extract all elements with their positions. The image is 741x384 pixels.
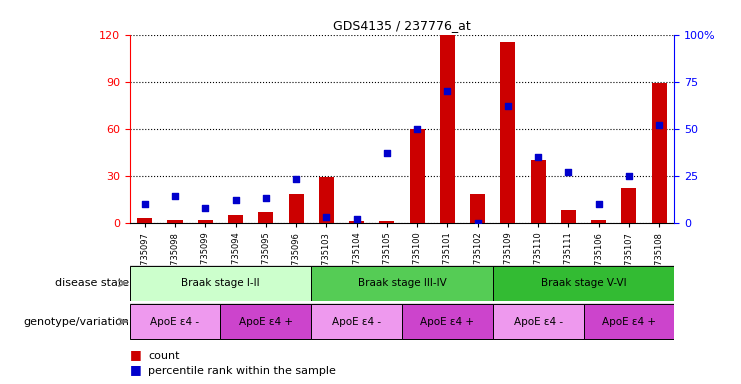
Text: ApoE ε4 +: ApoE ε4 + [602,316,656,327]
Bar [311,266,493,301]
Bar [319,177,334,223]
Bar [288,195,304,223]
Bar [311,304,402,339]
Text: ApoE ε4 -: ApoE ε4 - [332,316,381,327]
Text: ■: ■ [130,363,145,376]
Text: ApoE ε4 -: ApoE ε4 - [514,316,562,327]
Bar [470,195,485,223]
Point [654,122,665,128]
Bar [349,221,364,223]
Bar [137,218,153,223]
Point [593,201,605,207]
Bar [493,266,674,301]
Bar [167,220,182,223]
Bar [493,304,584,339]
Text: Braak stage III-IV: Braak stage III-IV [358,278,446,288]
Bar [622,188,637,223]
Point [623,173,635,179]
Text: disease state: disease state [55,278,129,288]
Bar [130,266,311,301]
Text: ApoE ε4 -: ApoE ε4 - [150,316,199,327]
Bar [402,304,493,339]
Point [169,193,181,199]
Point [350,216,362,222]
Point [260,195,272,201]
Point [320,214,332,220]
Text: ApoE ε4 +: ApoE ε4 + [239,316,293,327]
Bar [221,304,311,339]
Point [442,88,453,94]
Bar [591,220,606,223]
Title: GDS4135 / 237776_at: GDS4135 / 237776_at [333,19,471,32]
Bar [130,304,221,339]
Bar [228,215,243,223]
Point [562,169,574,175]
Point [532,154,544,160]
Bar [561,210,576,223]
Bar [259,212,273,223]
Bar [379,221,394,223]
Point [230,197,242,203]
Point [290,176,302,182]
Bar [198,220,213,223]
Point [139,201,150,207]
Point [199,205,211,211]
Text: Braak stage V-VI: Braak stage V-VI [541,278,626,288]
Text: ApoE ε4 +: ApoE ε4 + [420,316,474,327]
Point [381,150,393,156]
Text: percentile rank within the sample: percentile rank within the sample [148,366,336,376]
Bar [651,83,667,223]
Bar [440,35,455,223]
Point [472,220,484,226]
Point [502,103,514,109]
Bar [531,160,545,223]
Text: genotype/variation: genotype/variation [23,316,129,327]
Bar [584,304,674,339]
Bar [500,42,516,223]
Text: count: count [148,351,180,361]
Point [411,126,423,132]
Text: ■: ■ [130,348,145,361]
Bar [410,129,425,223]
Text: Braak stage I-II: Braak stage I-II [181,278,260,288]
